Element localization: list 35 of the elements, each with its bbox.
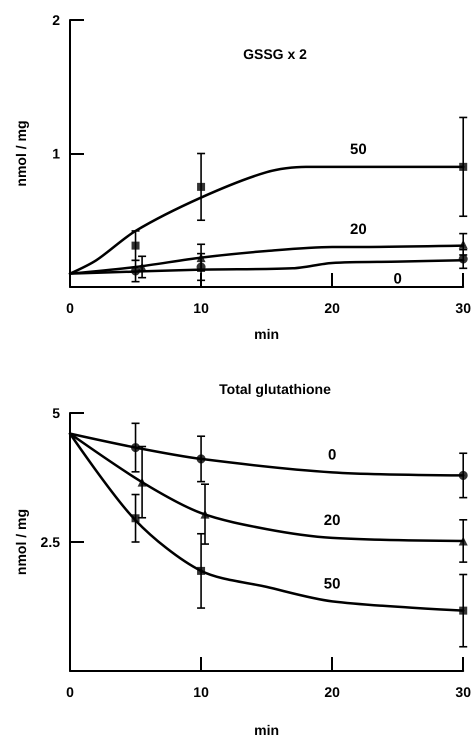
series-label: 50 [324,575,340,592]
x-tick-label: 10 [193,300,210,316]
point [459,162,468,171]
point [132,242,140,250]
series-label: 0 [394,270,402,288]
series-label: 50 [350,140,367,158]
text: GSSG x 2 [243,46,308,62]
point [458,470,468,480]
y-axis-title: nmol / mg [13,508,29,576]
y-axis-title: nmol / mg [13,120,29,187]
y-tick-label: 2.5 [40,534,60,550]
y-tick-label: 5 [52,405,60,421]
x-tick-label: 30 [455,684,472,700]
point [459,606,468,615]
x-tick-label: 10 [193,684,210,700]
y-tick-label: 1 [52,146,60,162]
x-tick-label: 0 [66,300,74,316]
x-tick-label: 20 [324,300,340,316]
chart-title: Total glutathione [219,381,332,397]
x-axis-title: min [254,326,280,342]
point [132,514,140,522]
series-label: 0 [328,446,336,464]
x-axis-title: min [254,722,280,738]
x-tick-label: 20 [324,684,340,700]
point [138,478,147,487]
y-tick-label: 2 [52,12,60,28]
point [197,566,206,575]
point [196,454,206,464]
x-tick-label: 30 [455,300,472,316]
series-label: 20 [324,512,340,529]
x-tick-label: 0 [66,684,74,700]
point [197,182,206,191]
series-label: 20 [350,220,367,238]
point [131,443,140,452]
point [200,510,210,519]
